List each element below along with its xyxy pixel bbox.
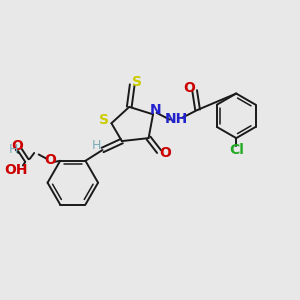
Text: O: O: [45, 153, 56, 167]
Text: O: O: [12, 140, 23, 153]
Text: S: S: [132, 75, 142, 89]
Text: Cl: Cl: [229, 143, 244, 157]
Text: O: O: [160, 146, 171, 160]
Text: S: S: [99, 113, 109, 127]
Text: OH: OH: [4, 163, 28, 177]
Text: H: H: [9, 142, 18, 156]
Text: N: N: [150, 103, 161, 117]
Text: H: H: [91, 139, 101, 152]
Text: NH: NH: [165, 112, 188, 126]
Text: O: O: [183, 81, 195, 94]
